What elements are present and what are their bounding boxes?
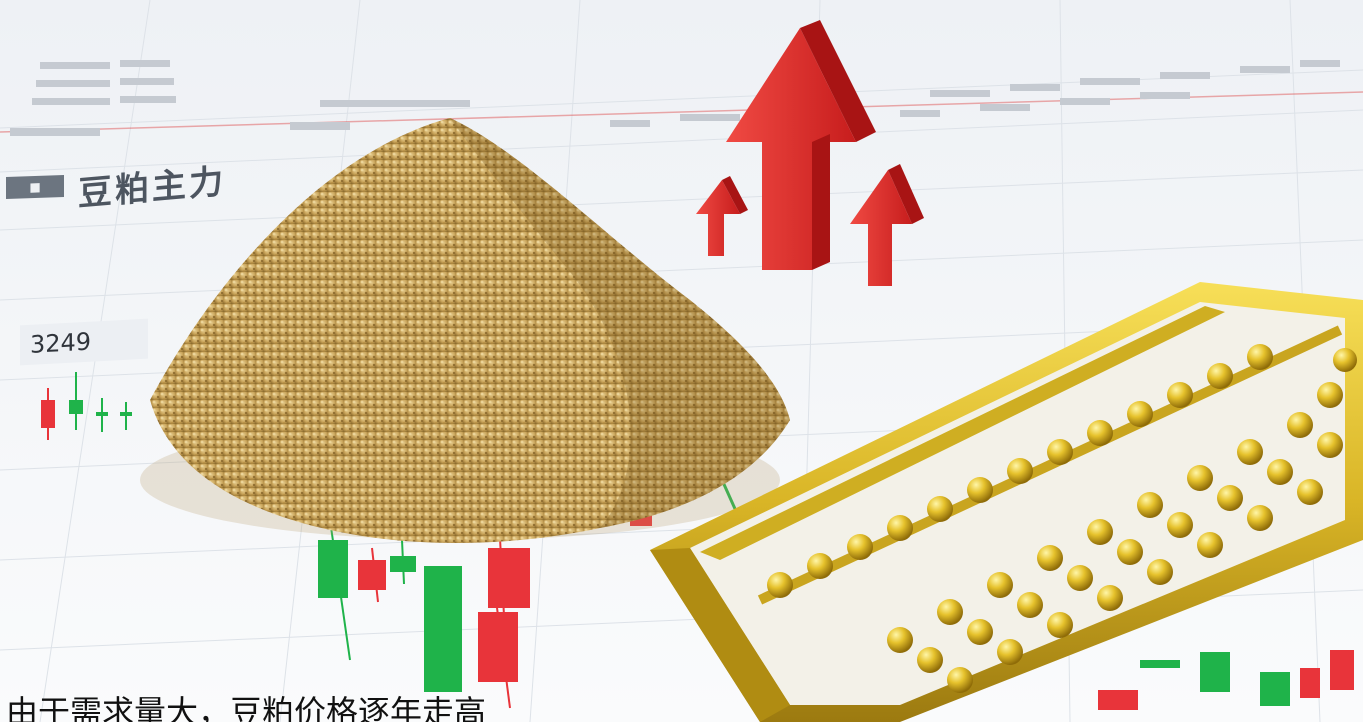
image-caption: 由于需求量大，豆粕价格逐年走高 xyxy=(6,693,487,722)
abacus-icon xyxy=(650,282,1363,722)
soymeal-pile-icon xyxy=(140,118,790,543)
candlestick-chart-icon xyxy=(41,372,1354,710)
up-arrow-icon xyxy=(696,20,924,286)
